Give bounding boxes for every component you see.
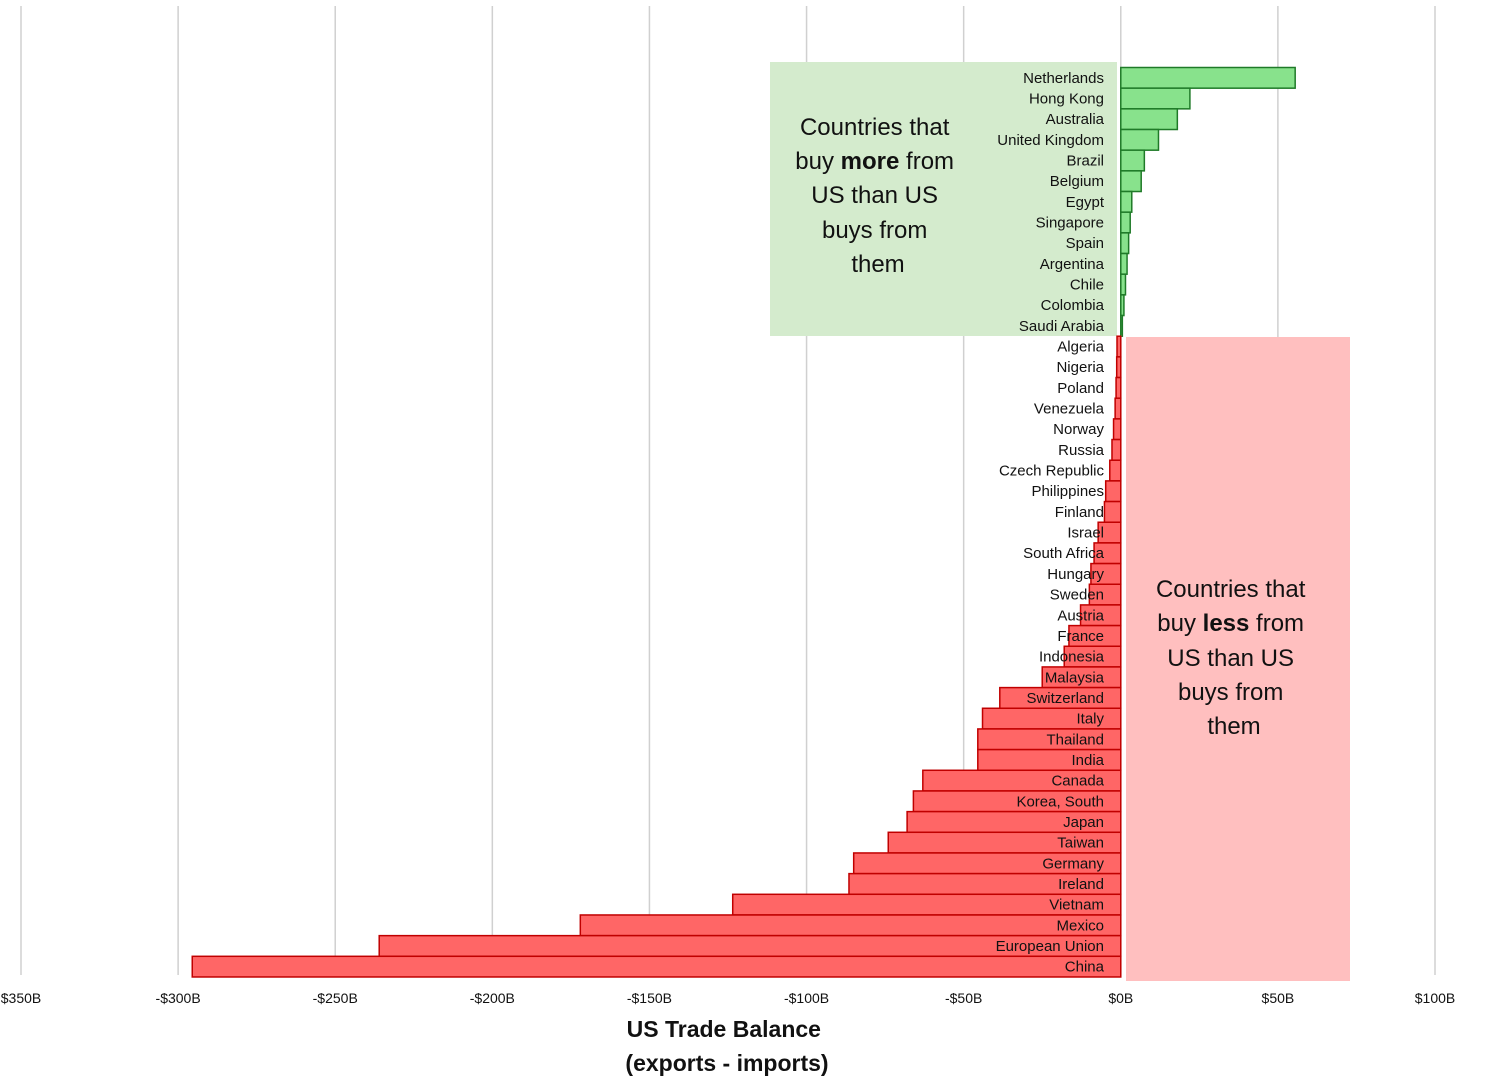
- category-label: India: [1071, 752, 1104, 769]
- x-tick-label: -$50B: [945, 990, 982, 1006]
- x-axis-title-line-1: US Trade Balance: [627, 1016, 821, 1042]
- category-label: Thailand: [1046, 731, 1104, 748]
- deficit-annotation-text: Countries that buy less from US than US …: [1156, 576, 1312, 740]
- category-label: Spain: [1066, 235, 1104, 252]
- bar-nigeria: [1115, 356, 1122, 379]
- x-axis-title: US Trade Balance (exports - imports): [625, 1016, 828, 1076]
- category-label: Nigeria: [1056, 359, 1104, 376]
- category-label: Belgium: [1050, 173, 1104, 190]
- surplus-line-4: buys from: [822, 217, 927, 244]
- category-label: Japan: [1063, 814, 1104, 831]
- category-label: South Africa: [1023, 545, 1105, 562]
- category-label: Korea, South: [1016, 793, 1104, 810]
- category-label: Sweden: [1050, 587, 1104, 604]
- bar-brazil: [1120, 149, 1146, 172]
- bar-chile: [1120, 273, 1127, 296]
- bar-australia: [1120, 108, 1179, 131]
- category-label: Canada: [1051, 773, 1104, 790]
- category-label: Argentina: [1040, 256, 1105, 273]
- category-label: Singapore: [1036, 215, 1104, 232]
- category-label: Venezuela: [1034, 401, 1105, 418]
- bar-philippines: [1104, 480, 1122, 503]
- x-tick-label: $350B: [1, 990, 41, 1006]
- x-tick-label: $0B: [1108, 990, 1133, 1006]
- category-labels: Netherlands Hong Kong Australia United King…: [996, 70, 1105, 976]
- category-label: Ireland: [1058, 876, 1104, 893]
- bar-united-kingdom: [1120, 128, 1160, 151]
- category-label: Finland: [1055, 504, 1104, 521]
- category-label: Egypt: [1066, 194, 1105, 211]
- bar-czech-republic: [1109, 459, 1122, 482]
- surplus-line-3: US than US: [811, 182, 938, 209]
- deficit-line-1: Countries that: [1156, 576, 1306, 603]
- category-label: Vietnam: [1049, 897, 1104, 914]
- category-label: China: [1065, 959, 1105, 976]
- x-tick-label: -$150B: [627, 990, 672, 1006]
- bar-singapore: [1120, 211, 1131, 234]
- deficit-annotation-box: [1126, 337, 1350, 981]
- bar-poland: [1115, 376, 1122, 399]
- category-label: Saudi Arabia: [1019, 318, 1105, 335]
- x-tick-label: $100B: [1415, 990, 1455, 1006]
- bar-netherlands: [1120, 66, 1296, 89]
- deficit-line-5: them: [1207, 713, 1260, 740]
- surplus-line-5: them: [851, 251, 904, 278]
- bar-belgium: [1120, 170, 1142, 193]
- category-label: Taiwan: [1057, 835, 1104, 852]
- x-tick-label: -$250B: [313, 990, 358, 1006]
- category-label: Philippines: [1031, 483, 1104, 500]
- category-label: France: [1057, 628, 1104, 645]
- bar-colombia: [1120, 294, 1125, 317]
- category-label: Russia: [1058, 442, 1105, 459]
- category-label: United Kingdom: [997, 132, 1104, 149]
- category-label: Mexico: [1056, 917, 1104, 934]
- category-label: Hungary: [1047, 566, 1104, 583]
- x-tick-label: $50B: [1262, 990, 1295, 1006]
- bar-hong-kong: [1120, 87, 1191, 110]
- deficit-line-4: buys from: [1178, 679, 1283, 706]
- category-label: Colombia: [1041, 297, 1105, 314]
- surplus-annotation-text: Countries that buy more from US than US …: [795, 114, 960, 278]
- category-label: Germany: [1042, 855, 1104, 872]
- category-label: Austria: [1057, 607, 1104, 624]
- bar-venezuela: [1114, 397, 1122, 420]
- bar-spain: [1120, 232, 1130, 255]
- category-label: European Union: [996, 938, 1104, 955]
- bar-algeria: [1116, 335, 1122, 358]
- category-label: Chile: [1070, 277, 1104, 294]
- x-tick-labels: $350B -$300B -$250B -$200B -$150B -$100B -$50B…: [1, 990, 1455, 1006]
- deficit-line-3: US than US: [1167, 645, 1294, 672]
- bar-china: [191, 955, 1122, 978]
- bars: [191, 66, 1296, 978]
- category-label: Malaysia: [1045, 669, 1105, 686]
- category-label: Algeria: [1057, 339, 1104, 356]
- bar-russia: [1111, 438, 1122, 461]
- bar-egypt: [1120, 190, 1133, 213]
- category-label: Italy: [1076, 711, 1104, 728]
- x-tick-label: -$300B: [156, 990, 201, 1006]
- bar-finland: [1103, 500, 1122, 523]
- category-label: Czech Republic: [999, 463, 1105, 480]
- deficit-line-2: buy less from: [1157, 610, 1304, 637]
- category-label: Poland: [1057, 380, 1104, 397]
- category-label: Switzerland: [1026, 690, 1104, 707]
- category-label: Indonesia: [1039, 649, 1105, 666]
- category-label: Netherlands: [1023, 70, 1104, 87]
- bar-mexico: [579, 914, 1122, 937]
- category-label: Israel: [1067, 525, 1104, 542]
- surplus-annotation-box: [770, 62, 1117, 336]
- bar-argentina: [1120, 252, 1128, 275]
- bar-norway: [1112, 418, 1122, 441]
- surplus-line-1: Countries that: [800, 114, 950, 141]
- category-label: Brazil: [1066, 153, 1104, 170]
- category-label: Australia: [1046, 111, 1105, 128]
- category-label: Norway: [1053, 421, 1104, 438]
- category-label: Hong Kong: [1029, 91, 1104, 108]
- x-tick-label: -$200B: [470, 990, 515, 1006]
- surplus-line-2: buy more from: [795, 148, 954, 175]
- x-axis-title-line-2: (exports - imports): [625, 1050, 828, 1076]
- x-tick-label: -$100B: [784, 990, 829, 1006]
- bar-saudi-arabia: [1120, 314, 1124, 337]
